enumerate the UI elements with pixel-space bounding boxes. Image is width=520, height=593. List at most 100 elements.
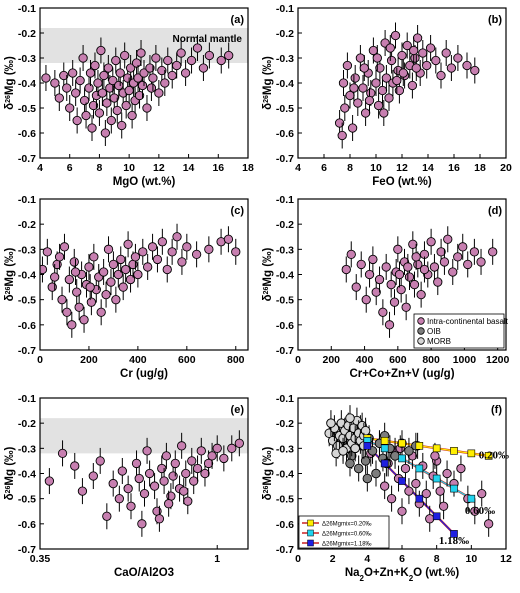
y-tick-label: -0.6 <box>18 128 36 140</box>
y-tick-label: -0.7 <box>18 153 36 165</box>
mixing-model-point <box>467 494 476 503</box>
y-tick-label: -0.2 <box>18 418 36 430</box>
data-point <box>411 478 421 489</box>
x-tick-label: 16 <box>212 162 224 174</box>
data-point <box>360 108 371 118</box>
x-axis-label: Na2O+Zn+K2O (wt.%) <box>345 567 460 583</box>
data-point <box>163 55 173 66</box>
data-point <box>456 463 466 474</box>
legend-label: Δ26Mgmix=0.20‰ <box>322 522 372 528</box>
y-axis-label: δ26Mg (‰) <box>4 446 16 500</box>
data-point <box>400 463 411 474</box>
y-tick-label: -0.1 <box>18 393 36 405</box>
data-point <box>138 247 148 257</box>
data-point <box>212 443 222 453</box>
x-axis-label: MgO (wt.%) <box>113 176 176 188</box>
legend-marker <box>417 337 425 345</box>
data-point <box>84 83 94 93</box>
y-axis-label: δ26Mg (‰) <box>262 247 274 301</box>
data-point <box>106 277 116 287</box>
data-point <box>345 413 355 423</box>
data-point <box>148 73 158 83</box>
mixing-model-point <box>415 464 424 473</box>
data-point <box>433 277 443 287</box>
data-point <box>186 55 197 66</box>
mixing-model-point <box>432 474 441 483</box>
data-point <box>364 269 375 280</box>
data-point <box>100 128 111 138</box>
data-point <box>176 441 187 451</box>
y-tick-label: -0.1 <box>18 194 36 206</box>
data-point <box>57 295 67 305</box>
x-tick-label: 200 <box>323 354 341 366</box>
data-point <box>123 483 133 494</box>
x-tick-label: 12 <box>500 553 512 565</box>
data-point <box>470 65 480 76</box>
data-point <box>389 297 400 307</box>
data-point <box>453 53 463 63</box>
y-tick-label: -0.6 <box>276 519 294 531</box>
data-point <box>353 463 364 474</box>
data-point <box>108 259 119 270</box>
data-point <box>203 458 214 469</box>
data-point <box>117 466 127 476</box>
x-tick-label: 4 <box>37 162 43 174</box>
data-point <box>409 279 420 290</box>
x-axis-label: Cr (ug/g) <box>120 368 168 380</box>
x-tick-label: 400 <box>129 354 147 366</box>
x-tick-label: 20 <box>500 162 512 174</box>
x-tick-label: 14 <box>422 162 434 174</box>
data-point <box>398 68 408 78</box>
data-point <box>379 108 389 118</box>
data-point <box>168 471 178 481</box>
data-point <box>435 486 445 496</box>
data-point <box>157 463 167 474</box>
data-point <box>96 307 106 317</box>
data-point <box>360 456 371 466</box>
data-point <box>409 45 419 56</box>
data-point <box>144 468 155 479</box>
legend-label: Δ26Mgmix=1.18‰ <box>322 542 372 548</box>
data-point <box>108 75 118 86</box>
x-tick-label: 18 <box>242 162 254 174</box>
x-tick-label: 0 <box>295 553 301 565</box>
data-point <box>453 252 463 262</box>
data-point <box>101 289 111 300</box>
data-point <box>68 68 78 78</box>
data-point <box>72 287 82 297</box>
data-point <box>412 33 423 43</box>
y-tick-label: -0.2 <box>276 28 294 40</box>
plot-area <box>324 405 494 538</box>
band-label: Normal mantle <box>173 34 243 45</box>
x-tick-label: 600 <box>389 354 407 366</box>
chart-panel-2: -0.1 -0.2 -0.3 -0.4 -0.5 -0.6 -0.74 6 8 10 12 14 16 1… <box>262 3 512 188</box>
data-point <box>130 252 141 262</box>
data-point <box>216 55 226 66</box>
data-point <box>124 85 134 96</box>
data-point <box>79 95 90 106</box>
data-point <box>79 315 89 325</box>
data-point <box>143 262 153 272</box>
data-point <box>96 45 106 56</box>
data-point <box>401 302 411 312</box>
y-tick-label: -0.7 <box>18 345 36 357</box>
data-point <box>410 53 420 63</box>
data-point <box>380 481 390 491</box>
data-point <box>177 257 187 267</box>
data-point <box>219 453 229 464</box>
data-point <box>353 98 363 108</box>
x-tick-label: 800 <box>227 354 245 366</box>
chart-panel-3: -0.1 -0.2 -0.3 -0.4 -0.5 -0.6 -0.70 200 400 600 80… <box>4 194 249 380</box>
data-point <box>373 100 384 111</box>
data-point <box>192 463 203 474</box>
data-point <box>234 438 244 448</box>
data-point <box>378 307 388 317</box>
data-point <box>372 53 382 63</box>
data-point <box>69 257 79 267</box>
data-point <box>147 242 158 252</box>
data-point <box>436 247 446 257</box>
data-point <box>361 295 371 305</box>
data-point <box>86 297 97 307</box>
data-point <box>223 234 234 244</box>
x-tick-label: 0 <box>37 354 43 366</box>
